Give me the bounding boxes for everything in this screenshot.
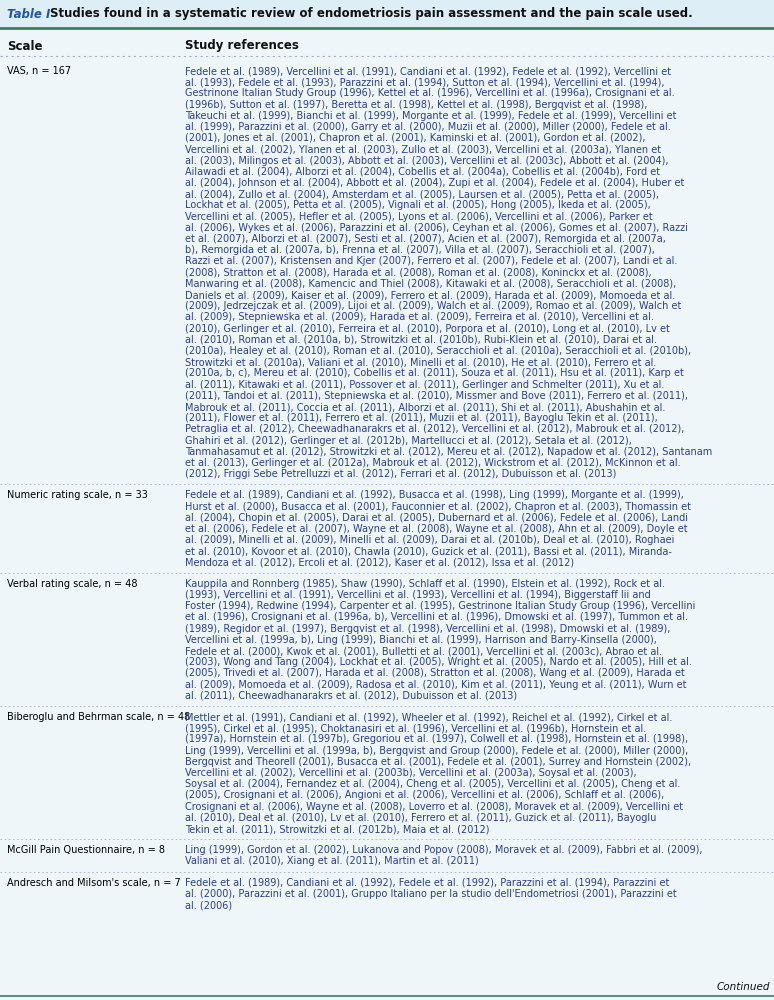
Text: (1989), Regidor et al. (1997), Bergqvist et al. (1998), Vercellini et al. (1998): (1989), Regidor et al. (1997), Bergqvist… [185, 624, 670, 634]
Text: al. (2004), Chopin et al. (2005), Darai et al. (2005), Dubernard et al. (2006), : al. (2004), Chopin et al. (2005), Darai … [185, 513, 688, 523]
Text: al. (2006): al. (2006) [185, 900, 232, 910]
Text: Crosignani et al. (2006), Wayne et al. (2008), Loverro et al. (2008), Moravek et: Crosignani et al. (2006), Wayne et al. (… [185, 802, 683, 812]
Text: (2010a), Healey et al. (2010), Roman et al. (2010), Seracchioli et al. (2010a), : (2010a), Healey et al. (2010), Roman et … [185, 346, 691, 356]
Text: (2005), Crosignani et al. (2006), Angioni et al. (2006), Vercellini et al. (2006: (2005), Crosignani et al. (2006), Angion… [185, 790, 664, 800]
Text: al. (2000), Parazzini et al. (2001), Gruppo Italiano per la studio dell'Endometr: al. (2000), Parazzini et al. (2001), Gru… [185, 889, 676, 899]
Text: al. (2004), Zullo et al. (2004), Amsterdam et al. (2005), Laursen et al. (2005),: al. (2004), Zullo et al. (2004), Amsterd… [185, 189, 659, 199]
Text: Gestrinone Italian Study Group (1996), Kettel et al. (1996), Vercellini et al. (: Gestrinone Italian Study Group (1996), K… [185, 88, 675, 98]
Text: b), Remorgida et al. (2007a, b), Frenna et al. (2007), Villa et al. (2007), Sera: b), Remorgida et al. (2007a, b), Frenna … [185, 245, 655, 255]
Text: Table I: Table I [7, 7, 50, 20]
Text: Lockhat et al. (2005), Petta et al. (2005), Vignali et al. (2005), Hong (2005), : Lockhat et al. (2005), Petta et al. (200… [185, 200, 651, 210]
Text: (1993), Vercellini et al. (1991), Vercellini et al. (1993), Vercellini et al. (1: (1993), Vercellini et al. (1991), Vercel… [185, 590, 651, 600]
Text: Kauppila and Ronnberg (1985), Shaw (1990), Schlaff et al. (1990), Elstein et al.: Kauppila and Ronnberg (1985), Shaw (1990… [185, 579, 665, 589]
Text: Scale: Scale [7, 39, 43, 52]
Text: Study references: Study references [185, 39, 299, 52]
Text: Biberoglu and Behrman scale, n = 48: Biberoglu and Behrman scale, n = 48 [7, 712, 190, 722]
Text: al. (2009), Stepniewska et al. (2009), Harada et al. (2009), Ferreira et al. (20: al. (2009), Stepniewska et al. (2009), H… [185, 312, 654, 322]
Text: Vercellini et al. (2005), Hefler et al. (2005), Lyons et al. (2006), Vercellini : Vercellini et al. (2005), Hefler et al. … [185, 212, 652, 222]
Text: Vercellini et al. (2002), Ylanen et al. (2003), Zullo et al. (2003), Vercellini : Vercellini et al. (2002), Ylanen et al. … [185, 144, 661, 154]
Text: et al. (2010), Kovoor et al. (2010), Chawla (2010), Guzick et al. (2011), Bassi : et al. (2010), Kovoor et al. (2010), Cha… [185, 546, 672, 556]
Text: (1996b), Sutton et al. (1997), Beretta et al. (1998), Kettel et al. (1998), Berg: (1996b), Sutton et al. (1997), Beretta e… [185, 100, 647, 110]
Text: (1995), Cirkel et al. (1995), Choktanasiri et al. (1996), Vercellini et al. (199: (1995), Cirkel et al. (1995), Choktanasi… [185, 723, 646, 733]
Text: al. (2004), Johnson et al. (2004), Abbott et al. (2004), Zupi et al. (2004), Fed: al. (2004), Johnson et al. (2004), Abbot… [185, 178, 684, 188]
Text: (2012), Friggi Sebe Petrelluzzi et al. (2012), Ferrari et al. (2012), Dubuisson : (2012), Friggi Sebe Petrelluzzi et al. (… [185, 469, 616, 479]
Text: et al. (2013), Gerlinger et al. (2012a), Mabrouk et al. (2012), Wickstrom et al.: et al. (2013), Gerlinger et al. (2012a),… [185, 458, 680, 468]
Text: al. (2010), Roman et al. (2010a, b), Strowitzki et al. (2010b), Rubi-Klein et al: al. (2010), Roman et al. (2010a, b), Str… [185, 335, 657, 345]
Text: Andresch and Milsom's scale, n = 7: Andresch and Milsom's scale, n = 7 [7, 878, 181, 888]
Text: et al. (1996), Crosignani et al. (1996a, b), Vercellini et al. (1996), Dmowski e: et al. (1996), Crosignani et al. (1996a,… [185, 612, 688, 622]
Text: Ling (1999), Vercellini et al. (1999a, b), Bergqvist and Group (2000), Fedele et: Ling (1999), Vercellini et al. (1999a, b… [185, 746, 688, 756]
Text: al. (2009), Minelli et al. (2009), Minelli et al. (2009), Darai et al. (2010b), : al. (2009), Minelli et al. (2009), Minel… [185, 535, 674, 545]
Text: Takeuchi et al. (1999), Bianchi et al. (1999), Morgante et al. (1999), Fedele et: Takeuchi et al. (1999), Bianchi et al. (… [185, 111, 676, 121]
Text: Razzi et al. (2007), Kristensen and Kjer (2007), Ferrero et al. (2007), Fedele e: Razzi et al. (2007), Kristensen and Kjer… [185, 256, 677, 266]
Text: Daniels et al. (2009), Kaiser et al. (2009), Ferrero et al. (2009), Harada et al: Daniels et al. (2009), Kaiser et al. (20… [185, 290, 675, 300]
Text: (2011), Flower et al. (2011), Ferrero et al. (2011), Muzii et al. (2011), Bayogl: (2011), Flower et al. (2011), Ferrero et… [185, 413, 658, 423]
Text: Hurst et al. (2000), Busacca et al. (2001), Fauconnier et al. (2002), Chapron et: Hurst et al. (2000), Busacca et al. (200… [185, 502, 691, 512]
Text: (2011), Tandoi et al. (2011), Stepniewska et al. (2010), Missmer and Bove (2011): (2011), Tandoi et al. (2011), Stepniewsk… [185, 391, 688, 401]
Text: al. (2011), Kitawaki et al. (2011), Possover et al. (2011), Gerlinger and Schmel: al. (2011), Kitawaki et al. (2011), Poss… [185, 380, 664, 390]
Text: (2010a, b, c), Mereu et al. (2010), Cobellis et al. (2011), Souza et al. (2011),: (2010a, b, c), Mereu et al. (2010), Cobe… [185, 368, 684, 378]
Text: Vercellini et al. (2002), Vercellini et al. (2003b), Vercellini et al. (2003a), : Vercellini et al. (2002), Vercellini et … [185, 768, 637, 778]
Text: al. (2003), Milingos et al. (2003), Abbott et al. (2003), Vercellini et al. (200: al. (2003), Milingos et al. (2003), Abbo… [185, 156, 669, 166]
Text: Strowitzki et al. (2010a), Valiani et al. (2010), Minelli et al. (2010), He et a: Strowitzki et al. (2010a), Valiani et al… [185, 357, 656, 367]
Text: Verbal rating scale, n = 48: Verbal rating scale, n = 48 [7, 579, 138, 589]
Text: Continued: Continued [717, 982, 770, 992]
Text: Fedele et al. (1989), Candiani et al. (1992), Busacca et al. (1998), Ling (1999): Fedele et al. (1989), Candiani et al. (1… [185, 490, 684, 500]
Text: (1997a), Hornstein et al. (1997b), Gregoriou et al. (1997), Colwell et al. (1998: (1997a), Hornstein et al. (1997b), Grego… [185, 734, 688, 744]
Text: Fedele et al. (2000), Kwok et al. (2001), Bulletti et al. (2001), Vercellini et : Fedele et al. (2000), Kwok et al. (2001)… [185, 646, 662, 656]
Text: Tanmahasamut et al. (2012), Strowitzki et al. (2012), Mereu et al. (2012), Napad: Tanmahasamut et al. (2012), Strowitzki e… [185, 447, 712, 457]
Bar [0, 0, 774, 28]
Text: Ling (1999), Gordon et al. (2002), Lukanova and Popov (2008), Moravek et al. (20: Ling (1999), Gordon et al. (2002), Lukan… [185, 845, 703, 855]
Text: (2008), Stratton et al. (2008), Harada et al. (2008), Roman et al. (2008), Konin: (2008), Stratton et al. (2008), Harada e… [185, 268, 652, 278]
Text: Foster (1994), Redwine (1994), Carpenter et al. (1995), Gestrinone Italian Study: Foster (1994), Redwine (1994), Carpenter… [185, 601, 695, 611]
Text: (2001), Jones et al. (2001), Chapron et al. (2001), Kaminski et al. (2001), Gord: (2001), Jones et al. (2001), Chapron et … [185, 133, 646, 143]
Text: al. (1993), Fedele et al. (1993), Parazzini et al. (1994), Sutton et al. (1994),: al. (1993), Fedele et al. (1993), Parazz… [185, 77, 665, 87]
Text: al. (2009), Momoeda et al. (2009), Radosa et al. (2010), Kim et al. (2011), Yeun: al. (2009), Momoeda et al. (2009), Rados… [185, 680, 687, 690]
Text: Petraglia et al. (2012), Cheewadhanarakrs et al. (2012), Vercellini et al. (2012: Petraglia et al. (2012), Cheewadhanarakr… [185, 424, 684, 434]
Text: (2009), Jedrzejczak et al. (2009), Lijoi et al. (2009), Walch et al. (2009), Rom: (2009), Jedrzejczak et al. (2009), Lijoi… [185, 301, 681, 311]
Text: al. (2006), Wykes et al. (2006), Parazzini et al. (2006), Ceyhan et al. (2006), : al. (2006), Wykes et al. (2006), Parazzi… [185, 223, 688, 233]
Text: Valiani et al. (2010), Xiang et al. (2011), Martin et al. (2011): Valiani et al. (2010), Xiang et al. (201… [185, 856, 479, 866]
Text: et al. (2006), Fedele et al. (2007), Wayne et al. (2008), Wayne et al. (2008), A: et al. (2006), Fedele et al. (2007), Way… [185, 524, 687, 534]
Text: Soysal et al. (2004), Fernandez et al. (2004), Cheng et al. (2005), Vercellini e: Soysal et al. (2004), Fernandez et al. (… [185, 779, 680, 789]
Text: (2003), Wong and Tang (2004), Lockhat et al. (2005), Wright et al. (2005), Nardo: (2003), Wong and Tang (2004), Lockhat et… [185, 657, 692, 667]
Text: (2005), Trivedi et al. (2007), Harada et al. (2008), Stratton et al. (2008), Wan: (2005), Trivedi et al. (2007), Harada et… [185, 668, 685, 678]
Text: Vercellini et al. (1999a, b), Ling (1999), Bianchi et al. (1999), Harrison and B: Vercellini et al. (1999a, b), Ling (1999… [185, 635, 657, 645]
Text: Mabrouk et al. (2011), Coccia et al. (2011), Alborzi et al. (2011), Shi et al. (: Mabrouk et al. (2011), Coccia et al. (20… [185, 402, 666, 412]
Text: Tekin et al. (2011), Strowitzki et al. (2012b), Maia et al. (2012): Tekin et al. (2011), Strowitzki et al. (… [185, 824, 489, 834]
Text: Manwaring et al. (2008), Kamencic and Thiel (2008), Kitawaki et al. (2008), Sera: Manwaring et al. (2008), Kamencic and Th… [185, 279, 676, 289]
Text: Studies found in a systematic review of endometriosis pain assessment and the pa: Studies found in a systematic review of … [50, 7, 693, 20]
Text: Ghahiri et al. (2012), Gerlinger et al. (2012b), Martellucci et al. (2012), Seta: Ghahiri et al. (2012), Gerlinger et al. … [185, 436, 632, 446]
Text: Fedele et al. (1989), Vercellini et al. (1991), Candiani et al. (1992), Fedele e: Fedele et al. (1989), Vercellini et al. … [185, 66, 671, 76]
Text: Ailawadi et al. (2004), Alborzi et al. (2004), Cobellis et al. (2004a), Cobellis: Ailawadi et al. (2004), Alborzi et al. (… [185, 167, 660, 177]
Text: Fedele et al. (1989), Candiani et al. (1992), Fedele et al. (1992), Parazzini et: Fedele et al. (1989), Candiani et al. (1… [185, 878, 670, 888]
Text: Bergqvist and Theorell (2001), Busacca et al. (2001), Fedele et al. (2001), Surr: Bergqvist and Theorell (2001), Busacca e… [185, 757, 691, 767]
Text: (2010), Gerlinger et al. (2010), Ferreira et al. (2010), Porpora et al. (2010), : (2010), Gerlinger et al. (2010), Ferreir… [185, 324, 670, 334]
Text: al. (2010), Deal et al. (2010), Lv et al. (2010), Ferrero et al. (2011), Guzick : al. (2010), Deal et al. (2010), Lv et al… [185, 813, 656, 823]
Text: McGill Pain Questionnaire, n = 8: McGill Pain Questionnaire, n = 8 [7, 845, 165, 855]
Text: al. (2011), Cheewadhanarakrs et al. (2012), Dubuisson et al. (2013): al. (2011), Cheewadhanarakrs et al. (201… [185, 691, 517, 701]
Text: Mettler et al. (1991), Candiani et al. (1992), Wheeler et al. (1992), Reichel et: Mettler et al. (1991), Candiani et al. (… [185, 712, 673, 722]
Text: Mendoza et al. (2012), Ercoli et al. (2012), Kaser et al. (2012), Issa et al. (2: Mendoza et al. (2012), Ercoli et al. (20… [185, 558, 574, 568]
Text: et al. (2007), Alborzi et al. (2007), Sesti et al. (2007), Acien et al. (2007), : et al. (2007), Alborzi et al. (2007), Se… [185, 234, 666, 244]
Text: Numeric rating scale, n = 33: Numeric rating scale, n = 33 [7, 490, 148, 500]
Text: al. (1999), Parazzini et al. (2000), Garry et al. (2000), Muzii et al. (2000), M: al. (1999), Parazzini et al. (2000), Gar… [185, 122, 671, 132]
Text: VAS, n = 167: VAS, n = 167 [7, 66, 71, 76]
